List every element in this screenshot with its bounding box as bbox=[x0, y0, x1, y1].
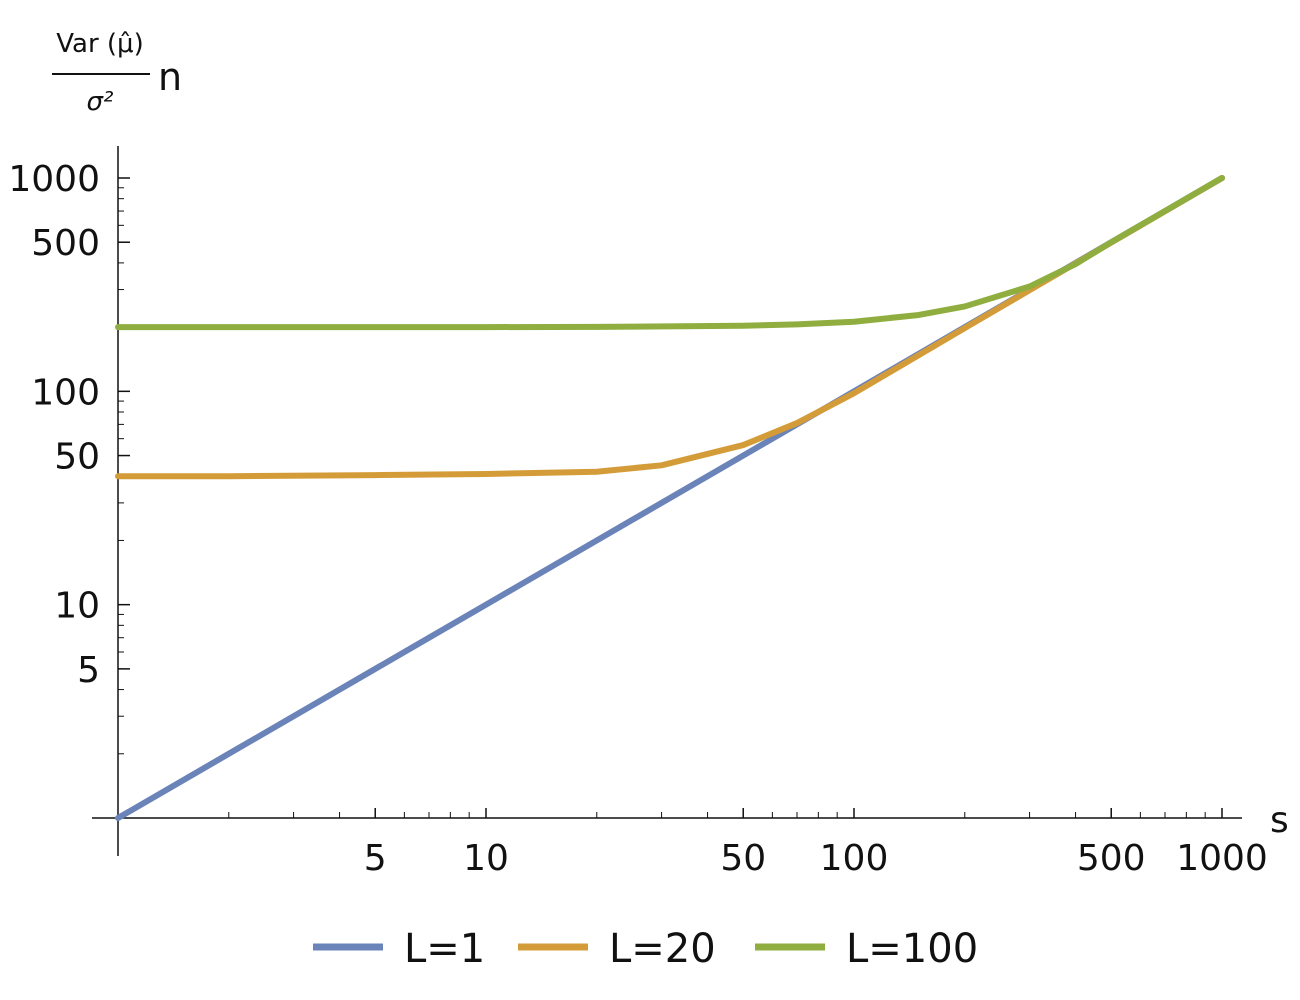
legend: L=1 L=20 L=100 bbox=[313, 926, 978, 972]
series-line-l20 bbox=[115, 175, 1225, 480]
y-axis-label: Var (μ̂) σ² n bbox=[52, 29, 182, 117]
y-tick-label: 1000 bbox=[8, 159, 100, 200]
y-label-denominator: σ² bbox=[87, 87, 114, 117]
y-tick-label: 5 bbox=[77, 650, 100, 691]
x-axis-label: s bbox=[1270, 800, 1289, 841]
y-tick-label: 50 bbox=[54, 437, 100, 478]
x-tick-label: 50 bbox=[720, 838, 766, 879]
x-tick-label: 500 bbox=[1077, 838, 1146, 879]
series-lines bbox=[115, 175, 1225, 821]
x-tick-label: 10 bbox=[463, 838, 509, 879]
legend-label: L=1 bbox=[404, 926, 485, 972]
x-tick-label: 1000 bbox=[1176, 838, 1268, 879]
legend-item-l20: L=20 bbox=[518, 926, 716, 972]
x-ticks: 5 10 50 100 500 1000 bbox=[364, 808, 1268, 879]
y-tick-label: 100 bbox=[31, 372, 100, 413]
y-label-numerator: Var (μ̂) bbox=[56, 29, 143, 59]
x-tick-label: 5 bbox=[364, 838, 387, 879]
series-line-l100 bbox=[115, 175, 1225, 331]
y-tick-label: 10 bbox=[54, 586, 100, 627]
x-tick-label: 100 bbox=[820, 838, 889, 879]
legend-label: L=100 bbox=[846, 926, 978, 972]
y-ticks: 5 10 50 100 500 1000 bbox=[8, 159, 130, 691]
legend-item-l1: L=1 bbox=[313, 926, 485, 972]
y-tick-label: 500 bbox=[31, 223, 100, 264]
y-label-suffix: n bbox=[158, 55, 182, 99]
legend-label: L=20 bbox=[609, 926, 716, 972]
legend-item-l100: L=100 bbox=[755, 926, 978, 972]
